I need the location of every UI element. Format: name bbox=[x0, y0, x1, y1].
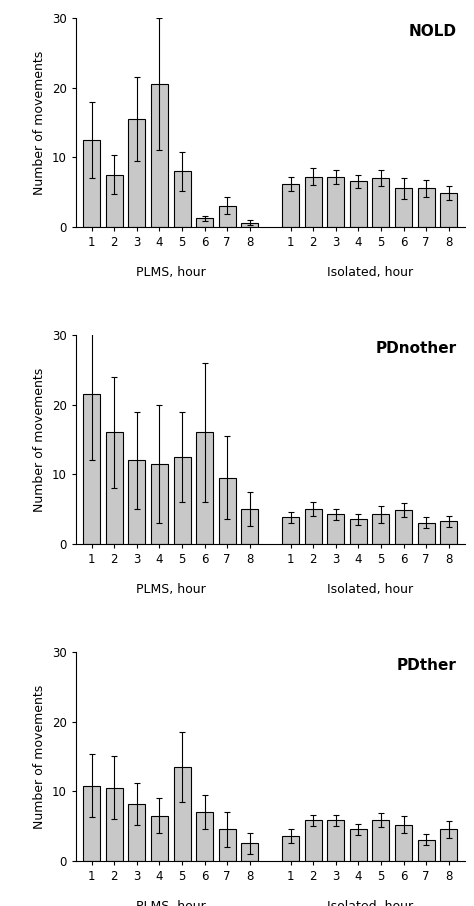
Bar bbox=[219, 477, 236, 544]
Bar bbox=[395, 188, 412, 226]
Bar bbox=[128, 804, 146, 861]
Text: NOLD: NOLD bbox=[409, 24, 457, 39]
Bar bbox=[305, 177, 321, 226]
Bar bbox=[440, 193, 457, 226]
Y-axis label: Number of movements: Number of movements bbox=[33, 684, 46, 829]
Bar bbox=[151, 84, 168, 226]
Text: PLMS, hour: PLMS, hour bbox=[136, 265, 206, 278]
Bar bbox=[128, 460, 146, 544]
Bar bbox=[327, 820, 344, 861]
Bar bbox=[106, 787, 123, 861]
Bar bbox=[395, 510, 412, 544]
Y-axis label: Number of movements: Number of movements bbox=[33, 367, 46, 512]
Bar bbox=[282, 517, 299, 544]
Bar bbox=[241, 509, 258, 544]
Bar bbox=[151, 464, 168, 544]
Bar bbox=[128, 119, 146, 226]
Bar bbox=[305, 820, 321, 861]
Bar bbox=[173, 457, 191, 544]
Bar bbox=[395, 824, 412, 861]
Bar bbox=[173, 766, 191, 861]
Bar bbox=[440, 522, 457, 544]
Bar bbox=[305, 509, 321, 544]
Bar bbox=[418, 840, 435, 861]
Bar bbox=[241, 223, 258, 226]
Text: PDnother: PDnother bbox=[375, 342, 457, 356]
Bar bbox=[327, 177, 344, 226]
Bar bbox=[350, 181, 367, 226]
Bar bbox=[418, 188, 435, 226]
Bar bbox=[173, 171, 191, 226]
Bar bbox=[106, 432, 123, 544]
Text: PDther: PDther bbox=[397, 659, 457, 673]
Bar bbox=[282, 184, 299, 226]
Bar bbox=[83, 140, 100, 226]
Bar bbox=[373, 515, 389, 544]
Bar bbox=[440, 829, 457, 861]
Bar bbox=[219, 829, 236, 861]
Bar bbox=[196, 812, 213, 861]
Bar bbox=[196, 218, 213, 226]
Bar bbox=[282, 836, 299, 861]
Bar bbox=[106, 175, 123, 226]
Bar bbox=[350, 829, 367, 861]
Bar bbox=[327, 515, 344, 544]
Bar bbox=[219, 206, 236, 226]
Bar bbox=[373, 820, 389, 861]
Text: Isolated, hour: Isolated, hour bbox=[327, 900, 413, 906]
Bar bbox=[373, 178, 389, 226]
Bar bbox=[350, 519, 367, 544]
Text: PLMS, hour: PLMS, hour bbox=[136, 900, 206, 906]
Text: Isolated, hour: Isolated, hour bbox=[327, 265, 413, 278]
Bar bbox=[151, 815, 168, 861]
Y-axis label: Number of movements: Number of movements bbox=[33, 50, 46, 195]
Bar bbox=[196, 432, 213, 544]
Bar bbox=[83, 394, 100, 544]
Bar bbox=[241, 843, 258, 861]
Bar bbox=[418, 523, 435, 544]
Bar bbox=[83, 786, 100, 861]
Text: PLMS, hour: PLMS, hour bbox=[136, 583, 206, 595]
Text: Isolated, hour: Isolated, hour bbox=[327, 583, 413, 595]
